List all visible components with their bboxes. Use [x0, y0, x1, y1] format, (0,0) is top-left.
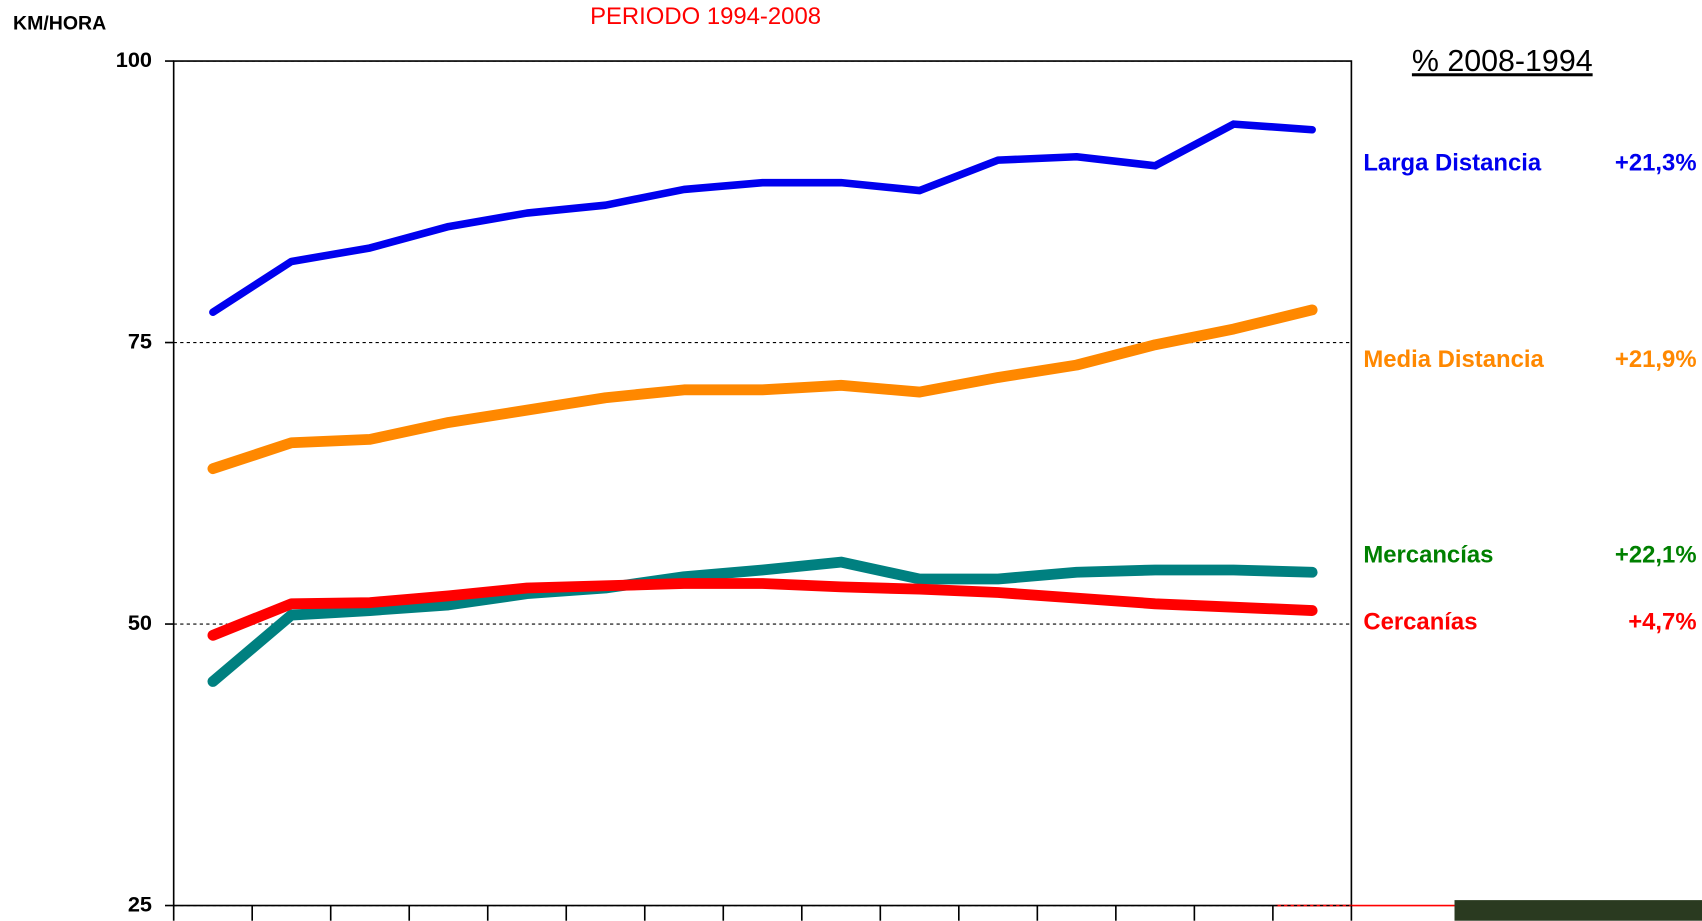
change-label: +4,7%: [1628, 609, 1696, 636]
legend-label: Mercancías: [1363, 541, 1493, 568]
change-label: +21,3%: [1615, 149, 1697, 176]
y-axis-label: KM/HORA: [13, 12, 106, 34]
series-line: [213, 310, 1312, 469]
annotation-title: % 2008-1994: [1412, 44, 1593, 78]
y-tick-label: 25: [128, 891, 152, 916]
y-tick-label: 75: [128, 328, 152, 353]
thumbnail: [1455, 900, 1702, 921]
page: PERIODO 1994-2008 KM/HORA % 2008-1994 25…: [0, 0, 1702, 921]
chart: PERIODO 1994-2008 KM/HORA % 2008-1994 25…: [0, 0, 1702, 921]
y-tick-label: 100: [116, 47, 152, 72]
plot-frame: [174, 61, 1352, 905]
legend-label: Media Distancia: [1363, 346, 1544, 373]
chart-title: PERIODO 1994-2008: [590, 3, 821, 30]
y-tick-label: 50: [128, 610, 152, 635]
legend-label: Cercanías: [1363, 609, 1477, 636]
change-label: +22,1%: [1615, 541, 1697, 568]
series-line: [213, 124, 1312, 312]
legend-label: Larga Distancia: [1363, 149, 1542, 176]
change-label: +21,9%: [1615, 346, 1697, 373]
